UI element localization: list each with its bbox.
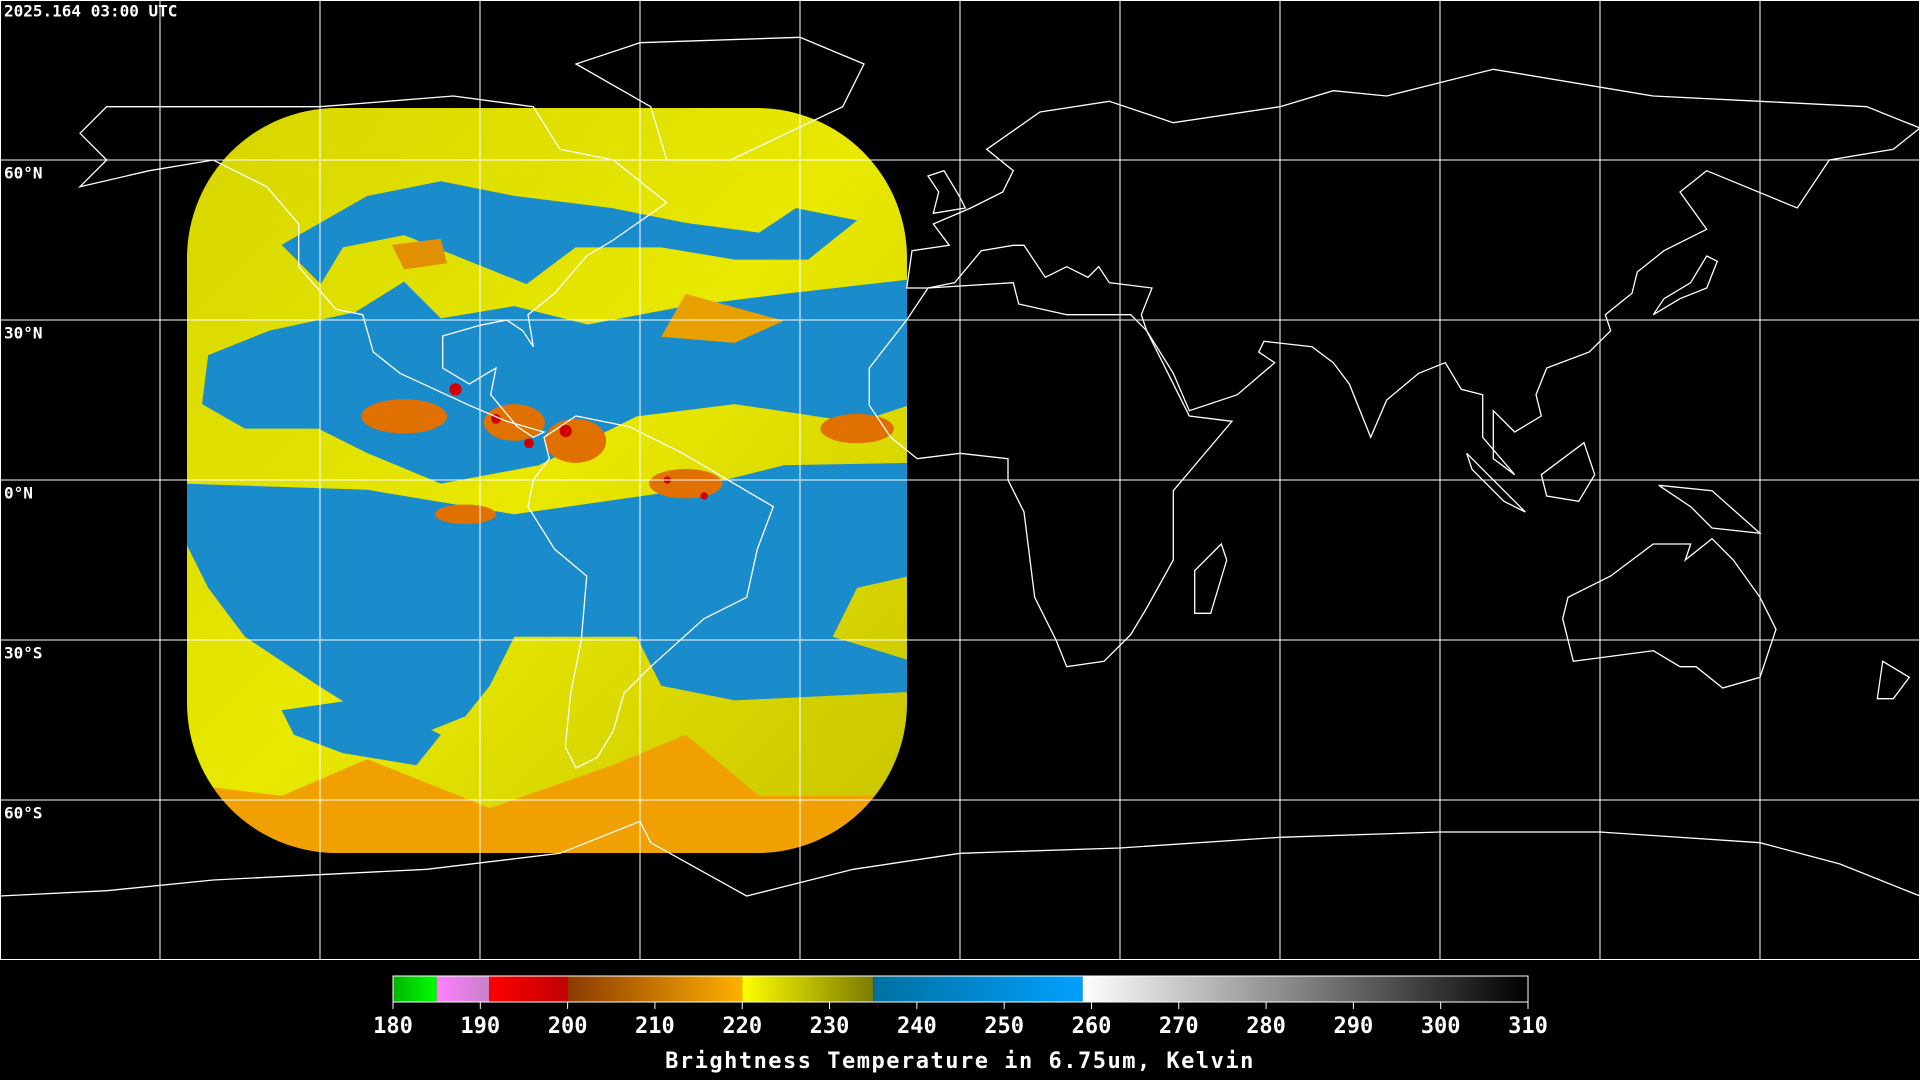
timestamp: 2025.164 03:00 UTC — [4, 2, 177, 21]
coastline — [1540, 441, 1596, 503]
colorbar-segment — [436, 976, 490, 1002]
graticule: 60°N 30°N 0°N 30°S 60°S — [0, 0, 1920, 960]
image-features — [187, 181, 907, 853]
colorbar: Brightness Temperature in 6.75um, Kelvin… — [373, 975, 1548, 1074]
latitude-label: 30°N — [4, 324, 43, 343]
coastline — [905, 68, 1920, 476]
coastline — [1466, 452, 1526, 513]
colorbar-tick-label: 250 — [984, 1014, 1024, 1039]
moist-region — [281, 697, 441, 766]
deep-convection — [449, 383, 708, 500]
colorbar-tick-label: 210 — [635, 1014, 675, 1039]
colorbar-tick-label: 270 — [1159, 1014, 1199, 1039]
colorbar-title: Brightness Temperature in 6.75um, Kelvin — [665, 1049, 1255, 1074]
latitude-label: 60°S — [4, 804, 43, 823]
coastline — [1194, 542, 1228, 614]
coastline — [1658, 484, 1762, 535]
colorbar-tick-label: 220 — [722, 1014, 762, 1039]
moist-region — [187, 462, 907, 741]
convection — [361, 399, 894, 525]
colorbar-tick-label: 190 — [460, 1014, 500, 1039]
colorbar-segment — [393, 976, 437, 1002]
colorbar-tick-label: 280 — [1246, 1014, 1286, 1039]
colorbar-segment — [1082, 976, 1528, 1002]
colorbar-tick-label: 260 — [1072, 1014, 1112, 1039]
latitude-label: 0°N — [4, 484, 33, 503]
colorbar-tick-label: 290 — [1334, 1014, 1374, 1039]
latitude-label: 30°S — [4, 644, 43, 663]
coastline — [1876, 660, 1911, 700]
dry-region — [391, 238, 447, 270]
colorbar-segment — [567, 976, 743, 1002]
moist-region — [281, 181, 858, 285]
coastline — [0, 820, 1920, 897]
colorbar-tick-label: 200 — [548, 1014, 588, 1039]
coastline — [77, 95, 668, 439]
colorbar-frame — [392, 975, 1529, 1003]
dry-region — [187, 734, 907, 853]
satellite-image — [187, 108, 907, 853]
dry-region — [661, 293, 784, 343]
colorbar-tick-label: 310 — [1508, 1014, 1548, 1039]
colorbar-segment — [873, 976, 1083, 1002]
coastline — [868, 282, 1234, 668]
colorbar-segment — [742, 976, 874, 1002]
colorbar-tick-label: 300 — [1421, 1014, 1461, 1039]
latitude-label: 60°N — [4, 164, 43, 183]
colorbar-tick-label: 180 — [373, 1014, 413, 1039]
colorbar-tick-label: 240 — [897, 1014, 937, 1039]
coastline — [1652, 255, 1719, 316]
colorbar-tick-label: 230 — [810, 1014, 850, 1039]
coastline — [1562, 537, 1777, 689]
colorbar-segment — [489, 976, 568, 1002]
coastline — [926, 169, 967, 215]
